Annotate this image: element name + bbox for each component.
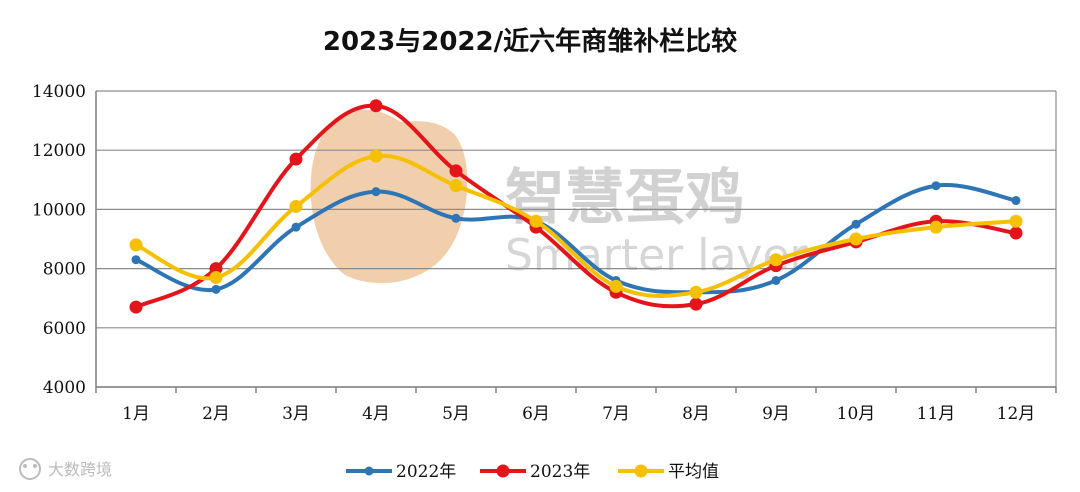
x-tick-label: 6月 [522, 404, 550, 424]
data-point-2023-5 [449, 164, 463, 178]
data-point-2022-3 [291, 222, 301, 232]
data-point-2022-2 [211, 284, 221, 294]
data-point-2022-1 [131, 255, 141, 265]
legend-item-2023: 2023年 [480, 462, 590, 482]
watermark-logo [310, 109, 468, 284]
data-point-2022-9 [771, 275, 781, 285]
data-point-avg-11 [929, 220, 943, 234]
data-point-avg-5 [449, 179, 463, 193]
y-tick-label: 14000 [32, 82, 86, 102]
chart-title: 2023与2022/近六年商雏补栏比较 [323, 26, 737, 57]
x-tick-label: 11月 [917, 404, 956, 424]
data-point-avg-10 [849, 232, 863, 246]
data-point-avg-1 [129, 238, 143, 252]
x-tick-label: 9月 [762, 404, 790, 424]
credit-text: 大数跨境 [48, 460, 112, 479]
legend-label: 平均值 [668, 462, 719, 482]
y-tick-label: 12000 [32, 141, 86, 161]
x-tick-label: 5月 [442, 404, 470, 424]
legend-swatch-marker [634, 464, 648, 478]
series-line-2022 [134, 183, 1018, 295]
series-layer [129, 99, 1023, 314]
data-point-avg-6 [529, 214, 543, 228]
data-point-2023-3 [289, 152, 303, 166]
x-tick-label: 7月 [602, 404, 630, 424]
watermark-cn: 智慧蛋鸡 [505, 163, 745, 233]
data-point-2022-4 [371, 187, 381, 197]
data-point-avg-9 [769, 253, 783, 267]
credit-icon [19, 458, 41, 480]
x-tick-label: 1月 [122, 404, 150, 424]
data-point-2022-12 [1011, 196, 1021, 206]
x-tick-label: 4月 [362, 404, 390, 424]
legend-label: 2023年 [530, 462, 590, 482]
legend-item-avg: 平均值 [618, 462, 719, 482]
watermark: 智慧蛋鸡 Smarter layer [310, 109, 809, 284]
credit: 大数跨境 [19, 458, 112, 480]
data-point-avg-8 [689, 285, 703, 299]
x-tick-label: 10月 [837, 404, 876, 424]
x-tick-label: 3月 [282, 404, 310, 424]
series-avg [129, 149, 1023, 299]
data-point-2023-8 [689, 297, 703, 311]
legend-swatch-marker [364, 466, 374, 476]
data-point-2023-1 [129, 300, 143, 314]
data-point-avg-2 [209, 270, 223, 284]
axes: 4000 6000 8000 10000 12000 14000 1月 2月 3月 4月 5月 6月 7… [32, 82, 1057, 424]
data-point-2022-10 [851, 219, 861, 229]
data-point-2023-2 [209, 262, 223, 276]
y-tick-label: 8000 [43, 260, 86, 280]
data-point-avg-7 [609, 279, 623, 293]
x-tick-label: 8月 [682, 404, 710, 424]
legend-label: 2022年 [396, 462, 456, 482]
legend-item-2022: 2022年 [346, 462, 456, 482]
data-point-avg-3 [289, 199, 303, 213]
legend-swatch-marker [496, 464, 510, 478]
data-point-2022-5 [451, 213, 461, 223]
y-tick-label: 10000 [32, 200, 86, 220]
legend: 2022年 2023年 平均值 [346, 462, 719, 482]
data-point-2023-12 [1009, 226, 1023, 240]
y-tick-label: 6000 [43, 319, 86, 339]
data-point-avg-4 [369, 149, 383, 163]
x-tick-label: 12月 [997, 404, 1036, 424]
data-point-avg-12 [1009, 214, 1023, 228]
x-tick-label: 2月 [202, 404, 230, 424]
y-tick-label: 4000 [43, 378, 86, 398]
data-point-2023-4 [369, 99, 383, 113]
data-point-2022-11 [931, 181, 941, 191]
